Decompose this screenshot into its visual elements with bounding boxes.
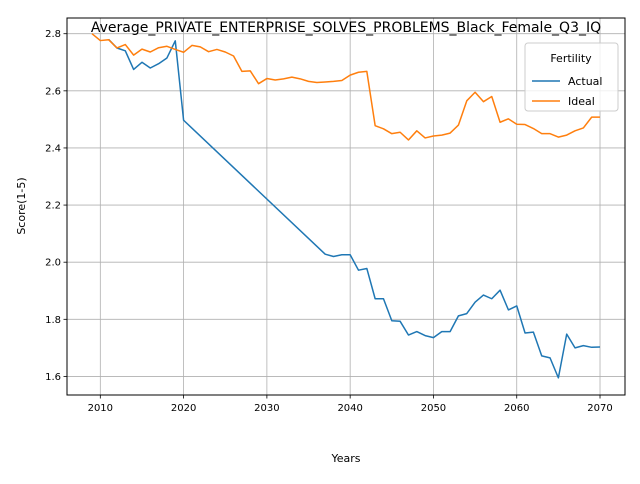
y-tick-label: 2.0 bbox=[45, 258, 61, 269]
series-lines bbox=[91, 33, 601, 379]
x-tick-label: 2010 bbox=[88, 403, 113, 414]
x-tick-label: 2060 bbox=[504, 403, 529, 414]
grid bbox=[67, 18, 625, 395]
axis-ticks: 2010 2020 2030 2040 2050 2060 2070 1.6 1.8 2.0 2.2… bbox=[45, 29, 613, 414]
x-axis-label: Years bbox=[330, 452, 360, 465]
y-tick-label: 2.4 bbox=[45, 143, 61, 154]
legend-label-ideal: Ideal bbox=[568, 95, 595, 108]
y-tick-label: 2.6 bbox=[45, 86, 61, 97]
y-tick-label: 1.6 bbox=[45, 372, 61, 383]
chart-title: Average_PRIVATE_ENTERPRISE_SOLVES_PROBLE… bbox=[91, 20, 601, 36]
x-tick-label: 2030 bbox=[254, 403, 279, 414]
y-tick-label: 2.8 bbox=[45, 29, 61, 40]
legend-title: Fertility bbox=[550, 52, 592, 65]
x-tick-label: 2040 bbox=[337, 403, 362, 414]
x-tick-label: 2070 bbox=[587, 403, 612, 414]
y-tick-label: 2.2 bbox=[45, 201, 61, 212]
x-tick-label: 2020 bbox=[171, 403, 196, 414]
legend-label-actual: Actual bbox=[568, 75, 602, 88]
legend: Fertility Actual Ideal bbox=[524, 42, 619, 112]
legend-box bbox=[524, 42, 619, 112]
series-line-actual bbox=[108, 38, 601, 379]
series-line-ideal bbox=[91, 33, 601, 141]
plot-frame bbox=[66, 17, 626, 396]
y-tick-label: 1.8 bbox=[45, 315, 61, 326]
x-tick-label: 2050 bbox=[421, 403, 446, 414]
y-axis-label: Score(1-5) bbox=[15, 177, 28, 234]
